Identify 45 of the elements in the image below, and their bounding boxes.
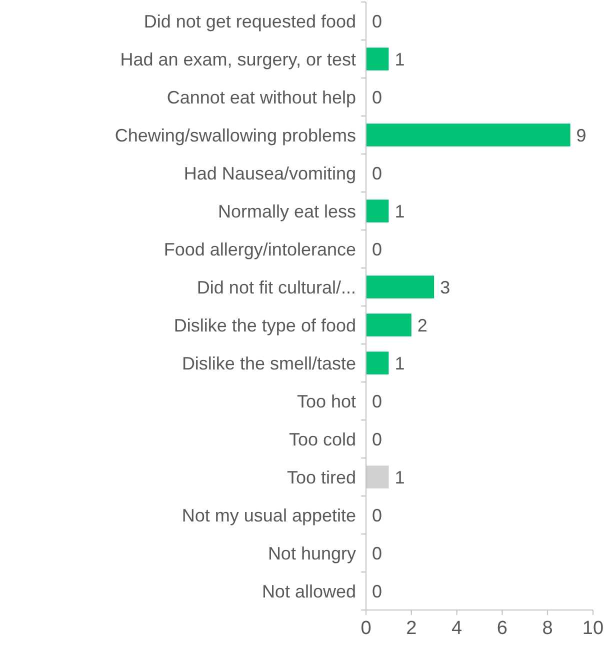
data-label: 0 — [372, 11, 382, 32]
bar — [366, 124, 570, 146]
y-tick-label: Dislike the smell/taste — [182, 353, 356, 374]
data-label: 0 — [372, 543, 382, 564]
bar — [366, 466, 389, 488]
data-label: 1 — [394, 467, 405, 488]
y-tick-label: Too tired — [286, 467, 356, 488]
bar — [366, 200, 389, 222]
x-tick-label: 2 — [406, 618, 417, 639]
x-tick-label: 0 — [360, 618, 372, 639]
y-tick-label: Too hot — [296, 391, 356, 412]
y-tick-label: Not hungry — [268, 543, 356, 564]
data-label: 3 — [440, 277, 450, 298]
y-tick-label: Did not get requested food — [144, 11, 356, 32]
data-label: 9 — [576, 125, 586, 146]
x-tick-label: 4 — [452, 618, 463, 639]
bar — [366, 48, 389, 70]
x-tick-label: 6 — [496, 618, 508, 639]
y-tick-label: Had an exam, surgery, or test — [120, 49, 356, 70]
bar — [366, 314, 412, 336]
y-tick-label: Normally eat less — [218, 201, 356, 222]
bar — [366, 352, 389, 374]
data-label: 0 — [372, 163, 382, 184]
y-tick-label: Cannot eat without help — [166, 87, 356, 108]
data-label: 0 — [372, 239, 382, 260]
data-label: 0 — [372, 581, 382, 602]
x-tick-label: 8 — [542, 618, 553, 639]
y-tick-label: Chewing/swallowing problems — [114, 125, 356, 146]
y-tick-label: Had Nausea/vomiting — [184, 163, 356, 184]
data-label: 1 — [394, 353, 405, 374]
y-tick-label: Too cold — [288, 429, 356, 450]
data-label: 1 — [394, 201, 405, 222]
data-label: 1 — [394, 49, 405, 70]
data-label: 0 — [372, 391, 382, 412]
y-tick-label: Not my usual appetite — [182, 505, 356, 526]
y-tick-label: Did not fit cultural/... — [196, 277, 356, 298]
data-label: 0 — [372, 87, 382, 108]
y-tick-label: Not allowed — [262, 581, 356, 602]
data-label: 2 — [417, 315, 428, 336]
y-tick-label: Food allergy/intolerance — [164, 239, 356, 260]
bar — [366, 276, 434, 298]
data-label: 0 — [372, 505, 382, 526]
y-tick-label: Dislike the type of food — [174, 315, 356, 336]
x-tick-label: 10 — [582, 618, 604, 639]
data-label: 0 — [372, 429, 382, 450]
